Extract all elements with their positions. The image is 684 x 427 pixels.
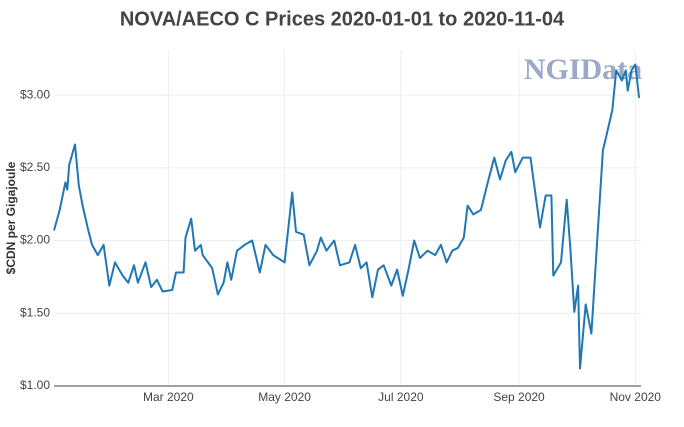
x-tick-label: Jul 2020	[378, 390, 424, 404]
y-axis-label: $CDN per Gigajoule	[4, 161, 18, 274]
x-tick-label: Nov 2020	[610, 390, 662, 404]
price-line	[53, 63, 641, 370]
y-tick-label: $1.00	[20, 378, 50, 392]
x-tick-label: May 2020	[258, 390, 311, 404]
y-tick-label: $2.00	[20, 233, 50, 247]
y-tick-label: $3.00	[20, 87, 50, 101]
y-tick-label: $2.50	[20, 160, 50, 174]
y-tick-label: $1.50	[20, 305, 50, 319]
x-tick-label: Sep 2020	[493, 390, 545, 404]
watermark: NGIData	[524, 53, 642, 86]
chart-title: NOVA/AECO C Prices 2020-01-01 to 2020-11…	[120, 8, 565, 30]
x-tick-label: Mar 2020	[143, 390, 194, 404]
